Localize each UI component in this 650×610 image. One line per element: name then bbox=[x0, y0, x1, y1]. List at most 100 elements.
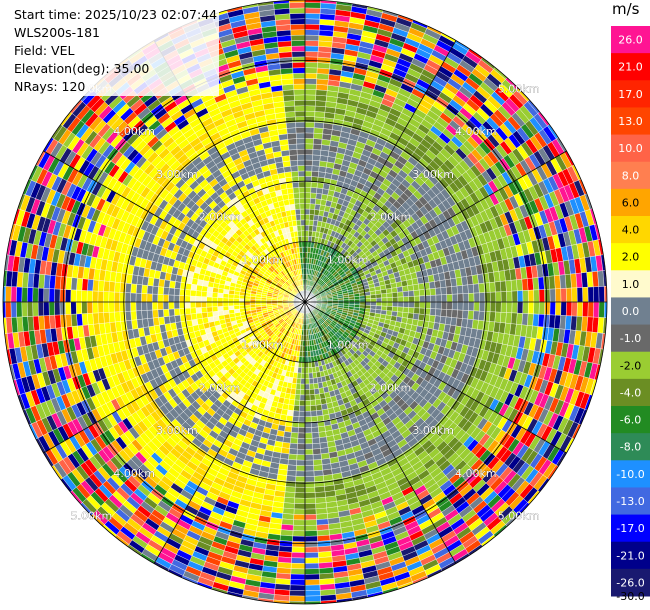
range-gate bbox=[298, 416, 306, 423]
range-gate bbox=[119, 301, 126, 312]
range-gate bbox=[313, 459, 323, 466]
range-gate bbox=[510, 312, 518, 325]
range-gate bbox=[146, 293, 153, 303]
range-gate bbox=[296, 378, 302, 385]
range-gate bbox=[478, 282, 485, 294]
range-gate bbox=[310, 192, 317, 199]
range-gate bbox=[81, 301, 88, 314]
range-gate bbox=[201, 312, 208, 319]
range-gate bbox=[312, 442, 321, 450]
range-gate bbox=[304, 62, 318, 69]
range-gate bbox=[114, 311, 121, 323]
range-gate bbox=[195, 296, 202, 303]
range-gate bbox=[317, 171, 326, 179]
range-gate bbox=[316, 409, 324, 417]
range-gate bbox=[288, 448, 298, 455]
range-gate bbox=[304, 557, 319, 564]
range-gate bbox=[309, 394, 316, 401]
range-gate bbox=[294, 492, 306, 499]
range-gate bbox=[233, 298, 240, 303]
range-gate bbox=[407, 284, 414, 292]
range-gate bbox=[365, 298, 372, 303]
range-gate bbox=[428, 281, 436, 290]
range-gate bbox=[533, 289, 540, 303]
range-gate bbox=[283, 497, 295, 504]
range-gate bbox=[59, 301, 66, 316]
range-gate bbox=[313, 382, 319, 390]
range-gate bbox=[555, 301, 562, 316]
range-gate bbox=[304, 405, 311, 412]
range-gate bbox=[495, 291, 502, 303]
range-gate bbox=[315, 399, 322, 406]
range-gate bbox=[217, 301, 224, 307]
range-gate bbox=[287, 459, 297, 466]
range-gate bbox=[304, 7, 321, 14]
range-gate bbox=[304, 546, 319, 553]
range-gate bbox=[222, 297, 229, 303]
range-gate bbox=[315, 507, 328, 515]
range-gate bbox=[429, 308, 437, 316]
range-gate bbox=[462, 284, 469, 294]
range-gate bbox=[304, 13, 321, 20]
range-gate bbox=[419, 295, 426, 303]
range-gate bbox=[309, 198, 317, 205]
range-gate bbox=[222, 305, 229, 311]
range-gate bbox=[544, 301, 551, 316]
range-gate bbox=[124, 292, 131, 303]
range-gate bbox=[354, 301, 361, 306]
range-gate bbox=[124, 301, 131, 312]
range-gate bbox=[87, 312, 94, 325]
range-gate bbox=[135, 310, 143, 320]
range-gate bbox=[307, 345, 311, 352]
range-gate bbox=[300, 383, 306, 390]
range-gate bbox=[430, 301, 437, 310]
range-gate bbox=[451, 293, 458, 303]
range-gate bbox=[157, 294, 164, 303]
range-gate bbox=[228, 301, 235, 307]
range-gate bbox=[304, 34, 320, 42]
range-gate bbox=[97, 312, 105, 324]
range-gate bbox=[412, 313, 420, 321]
range-gate bbox=[445, 309, 453, 318]
range-gate bbox=[288, 453, 298, 461]
range-gate bbox=[304, 67, 318, 74]
range-gate bbox=[456, 285, 464, 295]
range-gate bbox=[304, 132, 315, 139]
range-gate bbox=[5, 301, 12, 318]
range-gate bbox=[185, 313, 192, 322]
range-gate bbox=[313, 127, 324, 134]
range-gate bbox=[473, 310, 480, 321]
range-gate bbox=[304, 427, 313, 434]
range-gate bbox=[375, 293, 382, 299]
range-gate bbox=[152, 293, 159, 303]
range-gate bbox=[92, 290, 99, 303]
range-gate bbox=[304, 110, 316, 118]
range-gate bbox=[65, 289, 72, 303]
range-gate bbox=[293, 519, 306, 526]
range-gate bbox=[304, 192, 311, 199]
range-gate bbox=[206, 311, 214, 318]
range-gate bbox=[403, 301, 410, 308]
range-gate bbox=[527, 289, 535, 303]
range-gate bbox=[462, 310, 469, 320]
range-gate bbox=[284, 486, 296, 493]
range-gate bbox=[146, 309, 154, 319]
range-gate bbox=[168, 308, 175, 317]
range-gate bbox=[291, 552, 306, 559]
range-gate bbox=[108, 291, 115, 303]
range-gate bbox=[413, 295, 420, 303]
range-gate bbox=[295, 470, 306, 477]
range-gate bbox=[212, 310, 219, 317]
range-gate bbox=[81, 290, 88, 303]
range-gate bbox=[304, 367, 309, 374]
range-gate bbox=[297, 438, 306, 445]
range-gate bbox=[506, 290, 513, 303]
range-gate bbox=[310, 187, 318, 194]
range-gate bbox=[119, 292, 126, 303]
range-gate bbox=[135, 301, 142, 312]
range-gate bbox=[304, 116, 315, 123]
range-gate bbox=[576, 287, 584, 303]
range-gate bbox=[217, 310, 225, 316]
range-gate bbox=[307, 361, 313, 368]
